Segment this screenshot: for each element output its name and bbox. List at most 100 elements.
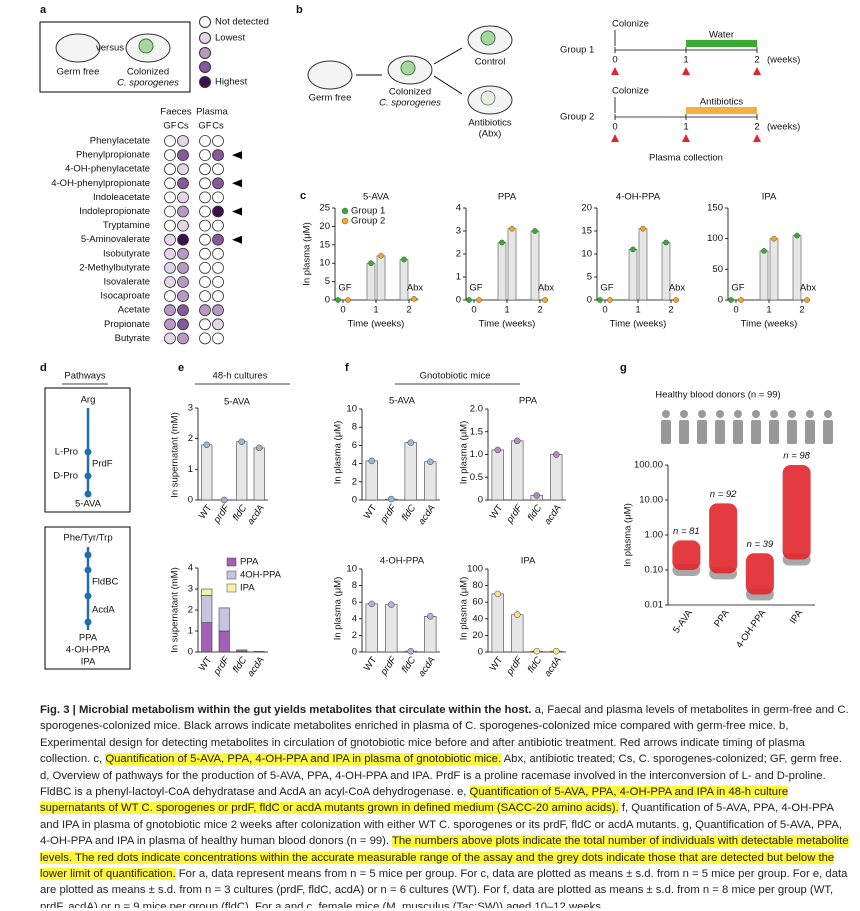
row-label: Isobutyrate [103,248,150,259]
x-tick-label: prdF [211,654,232,678]
bar [628,249,638,301]
heat-cell [177,219,189,232]
bar [759,250,769,301]
bar [511,440,524,501]
heat-cell [164,247,176,260]
chart-title: PPA [519,396,538,407]
heat-cell [177,191,189,204]
y-tick-label: 0 [188,495,193,506]
heat-cell [212,233,224,246]
mean-dot [673,297,679,303]
heat-cell [199,304,211,317]
mean-dot [640,225,646,232]
pathway-node [84,592,92,600]
bar [507,228,517,301]
mean-dot [630,246,636,253]
annotation: GF [469,283,482,294]
y-tick-label: 8 [352,580,357,591]
person-icon [752,410,760,418]
treatment-bar [686,107,757,114]
mean-dot [401,256,407,263]
person-icon [715,420,725,444]
legend-label: Lowest [215,33,245,44]
bacteria-icon [400,60,416,76]
y-axis-label: In plasma (μM) [623,503,634,567]
y-tick-label: 4 [188,563,193,574]
pathway-node [84,490,92,498]
y-axis-label: In plasma (μM) [302,222,313,286]
y-tick-label: 1 [188,464,193,475]
x-tick-label: WT [488,503,506,522]
timeline-label: 1 [683,122,688,133]
timeline-label: 1 [683,55,688,66]
y-tick-label: 2 [188,605,193,616]
pathway-label: 5-AVA [75,499,102,510]
person-icon [698,410,706,418]
mean-dot [499,239,505,246]
heat-cell [199,177,211,190]
heat-cell [212,149,224,162]
y-tick-label: 15 [319,239,330,250]
heat-cell [177,135,189,147]
row-label: Isocaproate [100,291,150,302]
bar [497,242,507,301]
x-tick-label: fldC [400,655,419,675]
x-tick-label: acdA [542,503,563,527]
mean-dot [256,444,263,452]
x-tick-label: 1 [373,305,378,316]
group-label: Group 2 [560,112,594,123]
timeline-unit: (weeks) [767,55,800,66]
y-tick-label: 100.00 [634,460,663,471]
heat-cell [212,332,224,345]
legend-swatch [226,570,237,580]
panel-label: d [40,362,47,374]
y-tick-label: 0 [587,295,592,306]
legend-label: 4OH-PPA [240,570,282,581]
heat-cell [212,290,224,303]
y-tick-label: 6 [352,597,357,608]
heat-cell [164,219,176,232]
bar [365,460,378,501]
y-tick-label: 2 [188,433,193,444]
mouse-label: C. sporogenes [117,78,179,89]
y-tick-label: 20 [319,221,330,232]
heat-cell [164,163,176,176]
mouse-icon [307,60,353,90]
row-label: Isovalerate [104,277,150,288]
chart-title: 4-OH-PPA [380,556,425,567]
pathway-label: IPA [81,657,96,668]
heat-cell [199,149,211,162]
person-icon [751,420,761,444]
mean-dot [466,297,472,303]
y-axis-label: In supernatant (mM) [170,567,181,653]
heat-cell [199,191,211,204]
heat-cell [199,276,211,288]
y-tick-label: 0.5 [470,472,483,483]
range-detected [709,503,738,574]
person-icon [662,410,670,418]
caption-segment: Abx, antibiotic treated; Cs, C. sporogen… [40,753,843,799]
pathway-label: PPA [79,633,98,644]
bar [550,454,563,501]
pathway-label: FldBC [92,577,119,588]
y-tick-label: 0.10 [645,565,664,576]
y-tick-label: 0 [188,647,193,658]
stacked-bar [201,588,213,596]
x-tick-label: prdF [378,654,399,678]
bar [236,441,248,501]
timeline-unit: (weeks) [767,122,800,133]
mouse-label: Colonized [127,67,169,78]
mouse-label: Germ free [57,67,100,78]
heat-cell [199,233,211,246]
person-icon [805,420,815,444]
event-label: Colonize [612,86,649,97]
stacked-bar [218,630,230,653]
mean-dot [761,248,767,254]
mouse-label: Germ free [309,93,352,104]
arrow [433,75,463,95]
mean-dot [738,297,744,303]
enrichment-arrow [232,207,242,216]
heat-cell [164,318,176,331]
heat-cell [199,219,211,232]
panel-title: Healthy blood donors (n = 99) [655,390,780,401]
